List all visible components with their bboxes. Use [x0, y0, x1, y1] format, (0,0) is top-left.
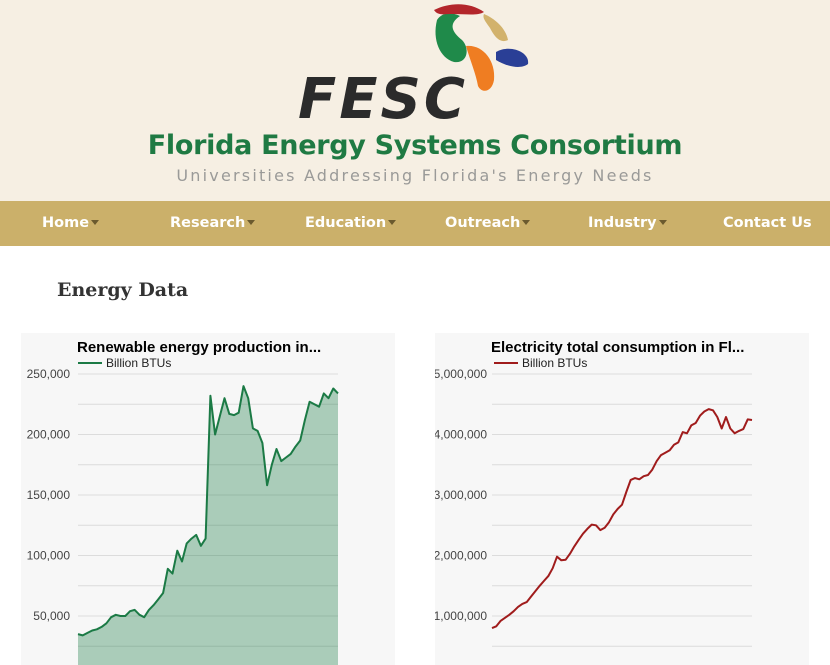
- y-tick-label: 2,000,000: [435, 549, 487, 563]
- y-tick-label: 250,000: [27, 367, 71, 381]
- y-tick-label: 100,000: [27, 549, 71, 563]
- y-tick-label: 150,000: [27, 488, 71, 502]
- nav-item-home[interactable]: Home: [42, 201, 100, 246]
- caret-down-icon: [247, 220, 256, 225]
- chart-svg: Electricity total consumption in Fl...Bi…: [435, 339, 753, 647]
- logo-red-swirl: [434, 4, 484, 15]
- site-title: Florida Energy Systems Consortium: [147, 130, 683, 161]
- site-header: FESC Florida Energy Systems Consortium U…: [0, 0, 830, 201]
- nav-item-label: Industry: [588, 215, 657, 231]
- logo-orange-swirl: [466, 45, 495, 91]
- series-line: [491, 408, 753, 630]
- legend-label: Billion BTUs: [522, 356, 587, 370]
- renewable-production-chart[interactable]: Renewable energy production in... Billion…: [21, 333, 395, 665]
- legend-label: Billion BTUs: [106, 356, 171, 370]
- y-tick-label: 200,000: [27, 428, 71, 442]
- nav-item-outreach[interactable]: Outreach: [445, 201, 531, 246]
- caret-down-icon: [522, 220, 531, 225]
- nav-item-label: Contact Us: [723, 215, 812, 231]
- y-tick-label: 3,000,000: [435, 488, 487, 502]
- nav-item-label: Education: [305, 215, 387, 231]
- nav-item-industry[interactable]: Industry: [588, 201, 667, 246]
- chart-svg: Renewable energy production in...Billion…: [27, 339, 339, 665]
- logo-blue-swirl: [496, 48, 529, 67]
- y-tick-label: 4,000,000: [435, 428, 487, 442]
- nav-item-label: Home: [42, 215, 90, 231]
- caret-down-icon: [388, 220, 397, 225]
- y-tick-label: 5,000,000: [435, 367, 487, 381]
- y-tick-label: 1,000,000: [435, 609, 487, 623]
- logo-green-swirl: [435, 13, 467, 63]
- fesc-logo[interactable]: FESC: [290, 0, 540, 130]
- nav-item-label: Research: [170, 215, 246, 231]
- series-area: [78, 386, 338, 665]
- chart-title: Renewable energy production in...: [77, 339, 321, 356]
- y-tick-label: 50,000: [33, 609, 70, 623]
- caret-down-icon: [658, 220, 667, 225]
- nav-item-label: Outreach: [445, 215, 521, 231]
- caret-down-icon: [91, 220, 100, 225]
- electricity-consumption-chart[interactable]: Electricity total consumption in Fl... Bi…: [435, 333, 809, 665]
- logo-wordmark: FESC: [298, 67, 468, 130]
- chart-title: Electricity total consumption in Fl...: [491, 339, 744, 356]
- nav-item-contact-us[interactable]: Contact Us: [723, 201, 812, 246]
- nav-item-research[interactable]: Research: [170, 201, 256, 246]
- nav-item-education[interactable]: Education: [305, 201, 397, 246]
- logo-tan-swirl: [483, 14, 508, 42]
- main-nav: Home Research Education Outreach Industr…: [0, 201, 830, 246]
- page-heading: Energy Data: [57, 279, 189, 301]
- series-line: [77, 385, 339, 637]
- site-tagline: Universities Addressing Florida's Energy…: [176, 166, 654, 185]
